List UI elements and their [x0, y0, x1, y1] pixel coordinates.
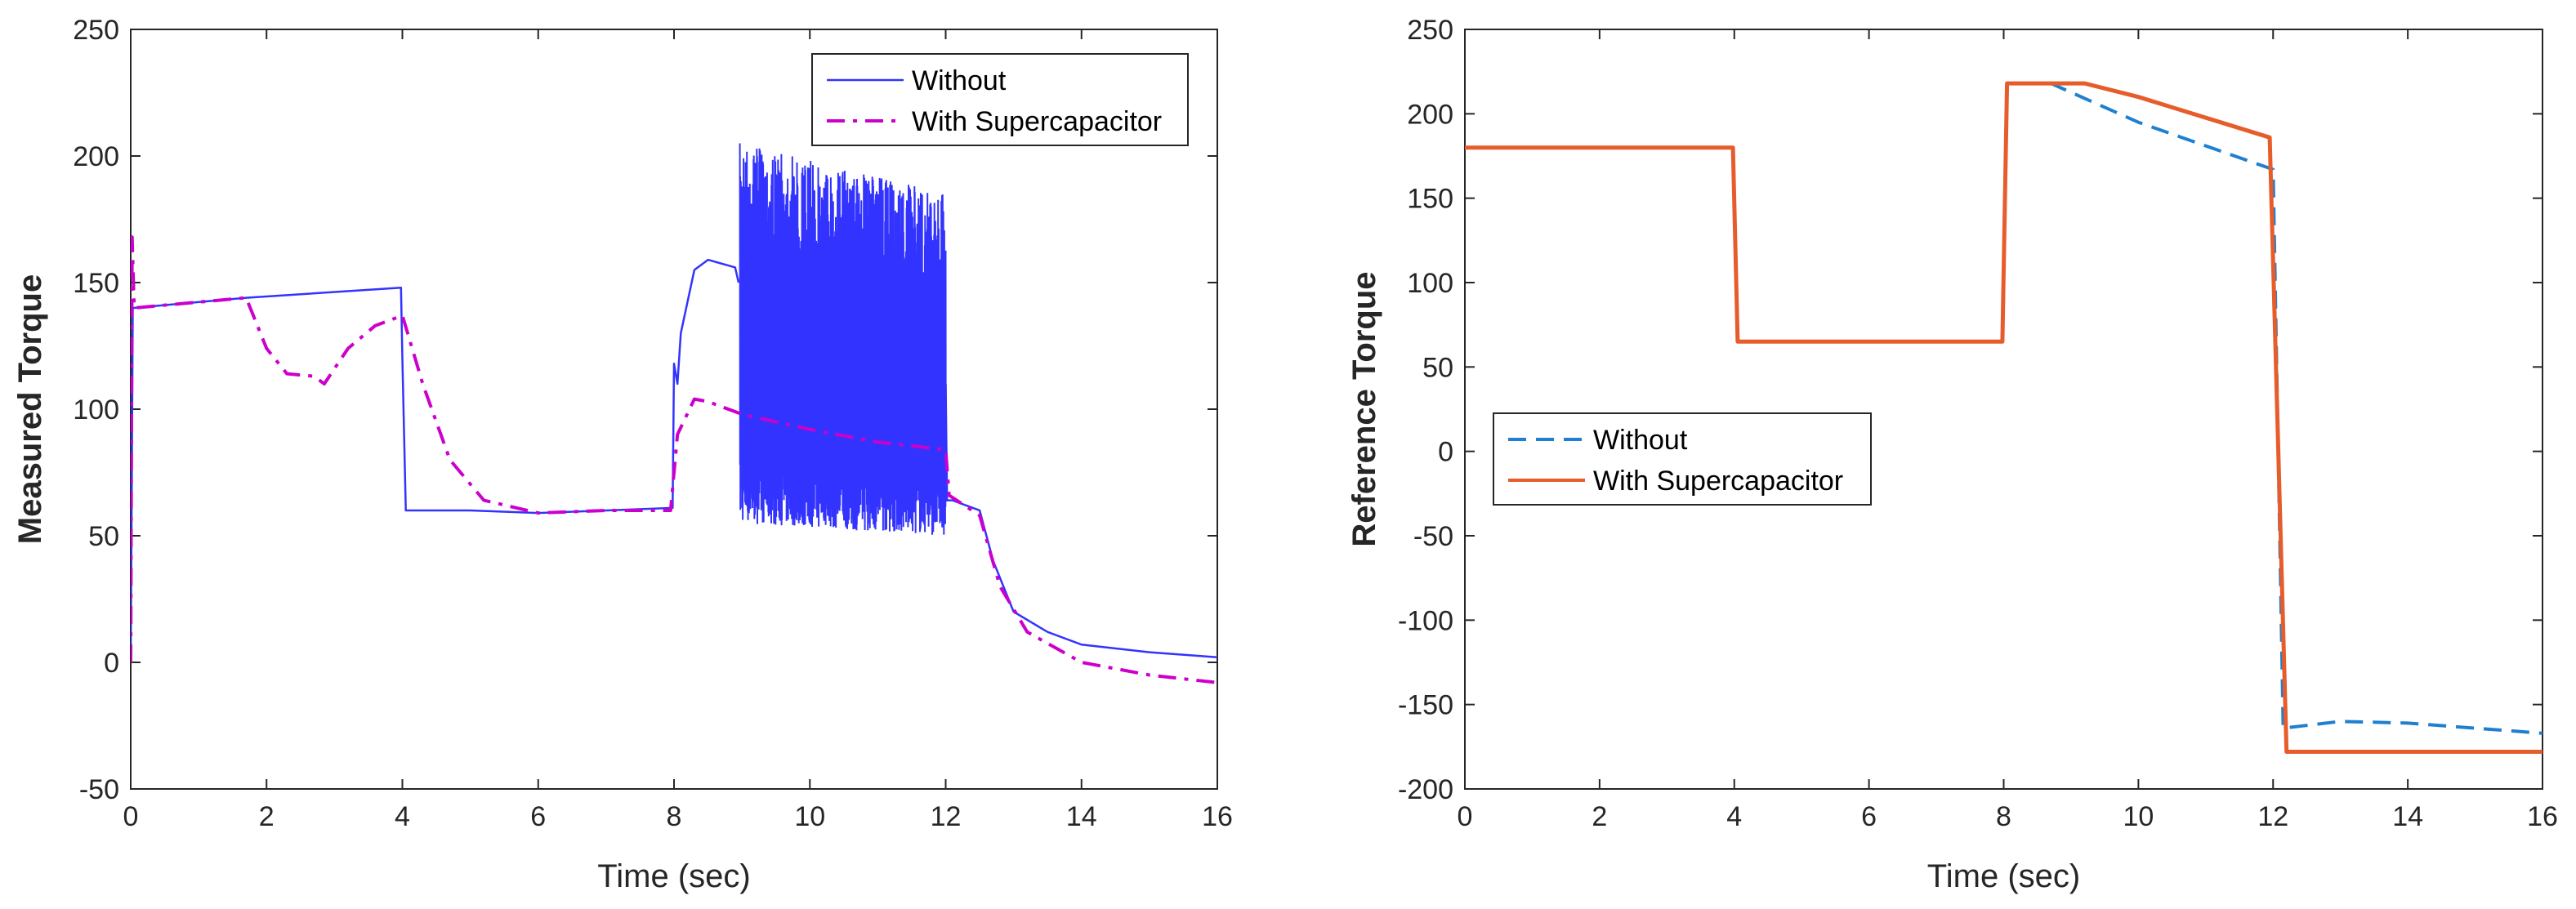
x-tick-label: 14 [2392, 801, 2423, 832]
x-tick-label: 4 [395, 801, 410, 832]
y-tick-label: 100 [1407, 268, 1453, 299]
legend-box [811, 53, 1189, 146]
x-tick-label: 2 [1592, 801, 1607, 832]
x-tick-label: 16 [1202, 801, 1233, 832]
y-tick-label: 100 [73, 394, 119, 426]
y-tick-label: 250 [1407, 15, 1453, 46]
y-tick-label: 200 [73, 141, 119, 172]
series-line-with-supercapacitor [131, 235, 1217, 684]
x-tick-label: 2 [259, 801, 275, 832]
axes-box [1464, 29, 2543, 790]
legend: Without With Supercapacitor [811, 53, 1189, 146]
legend-label-without: Without [912, 65, 1007, 96]
legend-box [1493, 412, 1872, 506]
y-axis-label: Measured Torque [12, 274, 48, 544]
y-tick-label: 250 [73, 15, 119, 46]
x-tick-label: 10 [794, 801, 825, 832]
y-tick-label: -50 [79, 774, 119, 805]
x-axis-label: Time (sec) [597, 858, 750, 894]
y-tick-label: -150 [1398, 690, 1453, 721]
y-tick-label: 0 [1438, 437, 1453, 468]
x-tick-label: 16 [2527, 801, 2558, 832]
y-tick-label: 0 [104, 648, 119, 679]
legend-label-with-supercapacitor: With Supercapacitor [912, 106, 1162, 137]
y-tick-label: 150 [1407, 184, 1453, 215]
x-axis-label: Time (sec) [1927, 858, 2080, 894]
x-tick-label: 0 [1458, 801, 1473, 832]
x-tick-label: 4 [1726, 801, 1742, 832]
legend: Without With Supercapacitor [1493, 412, 1872, 506]
y-tick-label: 50 [1422, 352, 1453, 383]
y-tick-label: -50 [1413, 521, 1453, 552]
x-tick-label: 6 [530, 801, 546, 832]
reference-torque-chart: 0 2 4 6 8 10 12 14 16 -200 -150 -100 -50 0 50 100 150 200… [1346, 15, 2558, 894]
x-tick-label: 12 [931, 801, 962, 832]
x-tick-label: 14 [1066, 801, 1097, 832]
legend-label-without: Without [1593, 425, 1688, 456]
series-line-with-supercapacitor [1465, 81, 2543, 754]
x-tick-label: 8 [1996, 801, 2011, 832]
series-oscillation-without [739, 143, 947, 535]
x-tick-label: 8 [667, 801, 682, 832]
y-tick-label: 50 [88, 521, 119, 552]
legend-label-with-supercapacitor: With Supercapacitor [1593, 466, 1843, 497]
y-tick-label: -200 [1398, 774, 1453, 805]
x-tick-label: 6 [1861, 801, 1877, 832]
x-tick-label: 12 [2257, 801, 2288, 832]
x-tick-label: 0 [123, 801, 139, 832]
y-axis-label: Reference Torque [1346, 271, 1382, 546]
x-tick-label: 10 [2123, 801, 2154, 832]
y-tick-label: -100 [1398, 605, 1453, 636]
y-tick-label: 200 [1407, 99, 1453, 130]
y-tick-label: 150 [73, 268, 119, 299]
